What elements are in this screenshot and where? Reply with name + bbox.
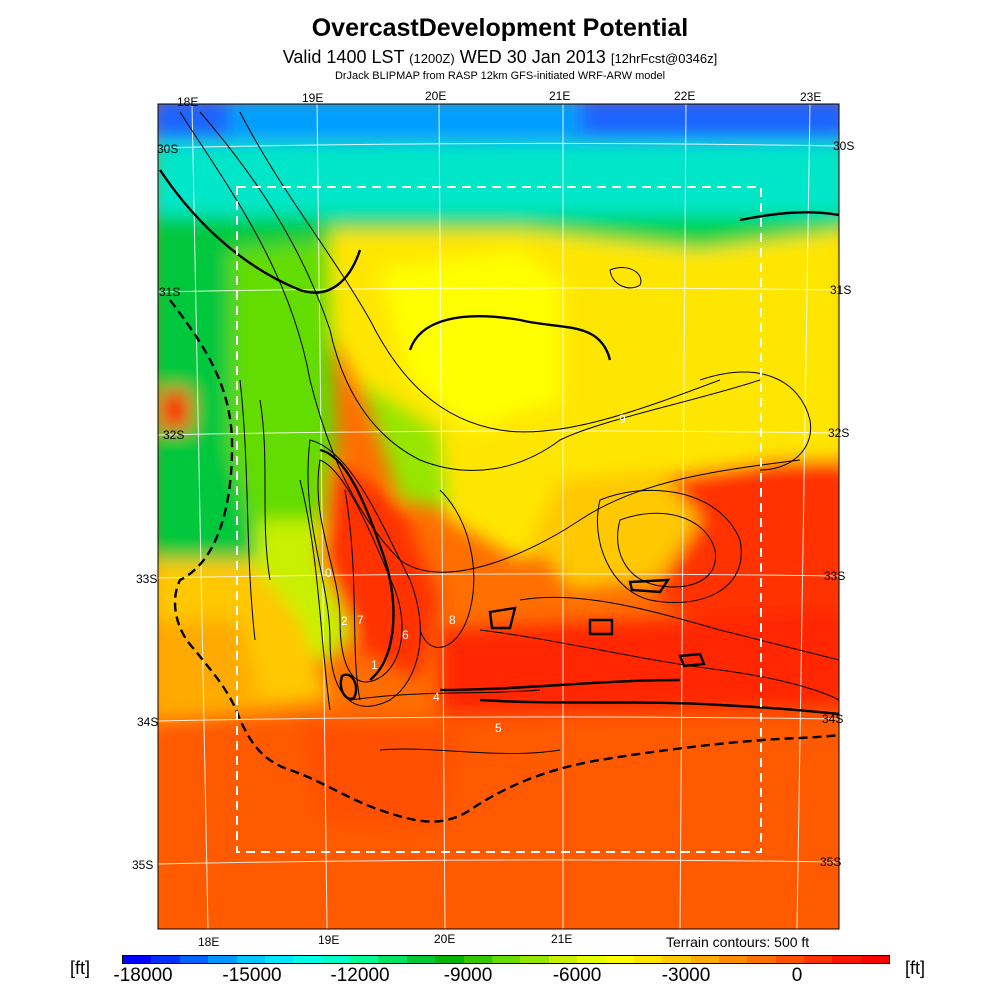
valid-utc: (1200Z): [409, 51, 455, 66]
coastline: [169, 299, 839, 823]
lat-label-right: 30S: [833, 139, 855, 153]
colorbar-label: -3000: [661, 965, 711, 986]
lon-label-top: 19E: [302, 91, 324, 105]
lat-label-left: 30S: [157, 142, 179, 156]
colorbar-swatch: [321, 956, 350, 963]
station-label: 4: [433, 690, 440, 704]
lat-label-left: 33S: [136, 572, 158, 586]
colorbar-swatch: [804, 956, 833, 963]
lat-label-right: 34S: [822, 712, 844, 726]
colorbar-swatch: [690, 956, 719, 963]
lat-label-right: 33S: [824, 569, 846, 583]
lon-label-bottom: 20E: [434, 932, 456, 946]
station-label: 6: [402, 628, 409, 642]
lon-label-bottom: 18E: [198, 935, 220, 949]
station-label: 1: [371, 658, 378, 672]
colorbar-swatch: [633, 956, 663, 963]
map-frame: [157, 103, 840, 930]
colorbar-swatch: [520, 956, 549, 963]
colorbar-swatch: [860, 956, 890, 963]
colorbar-swatch: [151, 956, 180, 963]
field-shading: [158, 104, 839, 929]
chart-title: OvercastDevelopment Potential: [311, 14, 689, 42]
colorbar-swatch: [662, 956, 691, 963]
station-label: 7: [357, 613, 364, 627]
units-right: [ft]: [905, 958, 926, 978]
thick-contours: [159, 169, 839, 716]
terrain-contour-note: Terrain contours: 500 ft: [666, 934, 810, 950]
colorbar-swatch: [236, 956, 265, 963]
lon-label-top: 23E: [800, 90, 822, 104]
lon-label-bottom: 21E: [551, 932, 573, 946]
colorbar-swatch: [548, 956, 577, 963]
colorbar-swatch: [378, 956, 407, 963]
lon-label-top: 21E: [549, 89, 571, 103]
colorbar-swatch: [491, 956, 521, 963]
colorbar-swatch: [350, 956, 379, 963]
valid-time-line: Valid 1400 LST (1200Z) WED 30 Jan 2013 […: [0, 47, 1000, 68]
lat-label-right: 35S: [820, 855, 842, 869]
colorbar-label: -15000: [222, 965, 282, 986]
lat-label-left: 32S: [163, 428, 185, 442]
lon-label-bottom: 19E: [318, 933, 340, 947]
colorbar-swatch: [406, 956, 436, 963]
lon-label-top: 20E: [425, 89, 447, 103]
colorbar-swatch: [179, 956, 209, 963]
colorbar-swatch: [605, 956, 634, 963]
colorbar-label: 0: [791, 965, 803, 986]
colorbar-swatch: [463, 956, 492, 963]
colorbar-swatch: [718, 956, 748, 963]
colorbar-swatch: [747, 956, 776, 963]
lat-label-right: 31S: [830, 283, 852, 297]
lon-label-top: 22E: [674, 89, 696, 103]
colorbar-swatch: [775, 956, 804, 963]
colorbar-swatch: [123, 956, 152, 963]
colorbar-swatch: [264, 956, 294, 963]
colorbar-swatch: [293, 956, 322, 963]
colorbar-swatch: [208, 956, 237, 963]
lat-label-left: 31S: [159, 285, 181, 299]
colorbar-label: -9000: [443, 965, 493, 986]
grid-lines: [158, 104, 839, 929]
colorbar-label: -12000: [330, 965, 390, 986]
lat-label-left: 34S: [137, 715, 159, 729]
colorbar-swatch: [435, 956, 464, 963]
valid-prefix: Valid 1400 LST: [282, 47, 405, 67]
lat-label-right: 32S: [828, 426, 850, 440]
station-label: 9: [619, 412, 626, 426]
colorbar-label: -6000: [552, 965, 602, 986]
terrain-contours: [179, 111, 839, 754]
units-left: [ft]: [70, 958, 91, 978]
colorbar-swatch: [577, 956, 606, 963]
model-subtitle: DrJack BLIPMAP from RASP 12km GFS-initia…: [334, 70, 666, 82]
station-label: 0: [325, 566, 332, 580]
forecast-tag: [12hrFcst@0346z]: [610, 51, 718, 66]
station-label: 8: [449, 613, 456, 627]
colorbar-label: -18000: [113, 965, 173, 986]
station-label: 2: [341, 614, 348, 628]
lon-label-top: 18E: [177, 95, 199, 109]
colorbar-swatch: [832, 956, 861, 963]
color-scale-bar: [122, 955, 890, 964]
valid-date: WED 30 Jan 2013: [459, 47, 606, 67]
station-label: 5: [495, 721, 502, 735]
domain-boundary: [236, 186, 762, 853]
lat-label-left: 35S: [132, 858, 154, 872]
